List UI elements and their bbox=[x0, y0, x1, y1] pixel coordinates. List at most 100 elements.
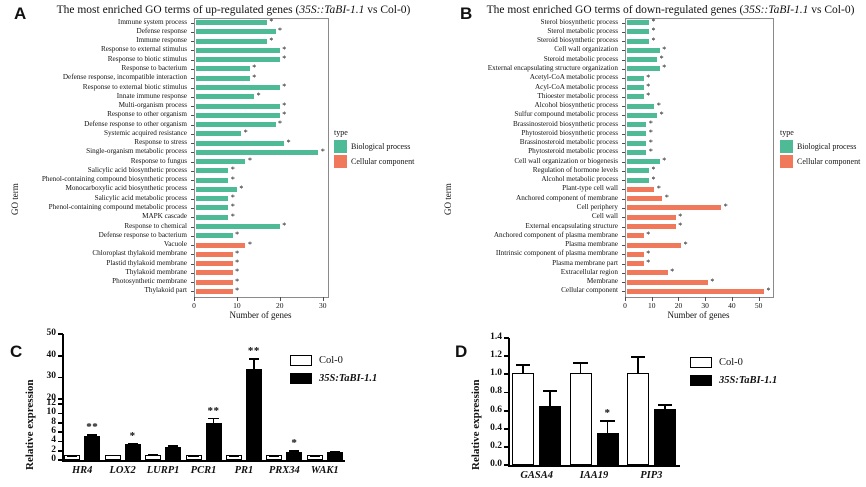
y-axis-tick-label: 4 bbox=[51, 435, 56, 446]
significance-marker: * bbox=[651, 17, 656, 27]
significance-marker: * bbox=[604, 407, 611, 420]
go-term-label: Sterol biosynthetic process bbox=[540, 17, 618, 26]
go-term-label: Response to biotic stimulus bbox=[107, 54, 187, 63]
go-bar bbox=[626, 148, 648, 156]
y-axis-tick bbox=[57, 421, 63, 424]
go-bar bbox=[195, 176, 230, 184]
significance-marker: * bbox=[651, 35, 656, 45]
go-bar bbox=[626, 278, 709, 286]
x-axis-tick-label: 30 bbox=[318, 301, 327, 310]
go-bar bbox=[626, 37, 651, 45]
y-axis-tick bbox=[57, 431, 63, 433]
significance-marker: * bbox=[230, 174, 235, 184]
go-term-label: Immune response bbox=[136, 36, 187, 45]
go-bar bbox=[626, 241, 683, 249]
gene-label: PRX34 bbox=[268, 465, 300, 476]
gene-label: PIP3 bbox=[640, 470, 663, 481]
significance-marker: * bbox=[235, 276, 240, 286]
y-axis-tick bbox=[190, 78, 194, 80]
go-bar bbox=[626, 121, 648, 129]
significance-marker: * bbox=[646, 72, 651, 82]
legend-item-cellular-component[interactable]: Cellular component bbox=[780, 155, 860, 168]
legend-item-transgenic[interactable]: 35S:TaBI-1.1 bbox=[690, 375, 777, 386]
y-axis-tick bbox=[621, 235, 625, 237]
go-term-label: Multi-organism process bbox=[118, 101, 187, 110]
legend-item-cellular-component[interactable]: Cellular component bbox=[334, 155, 414, 168]
significance-marker: * bbox=[646, 258, 651, 268]
bar-transgenic bbox=[205, 422, 222, 460]
significance-marker: * bbox=[291, 436, 298, 449]
error-bar-cap bbox=[573, 362, 588, 365]
y-axis-tick bbox=[190, 31, 194, 33]
legend-item-transgenic[interactable]: 35S:TaBI-1.1 bbox=[290, 373, 377, 384]
error-bar-cap bbox=[630, 356, 645, 358]
significance-marker: * bbox=[282, 109, 287, 119]
go-term-label: Steroid metabolic process bbox=[543, 54, 618, 63]
significance-marker: * bbox=[648, 146, 653, 156]
y-axis-tick-label: 8 bbox=[51, 416, 56, 427]
legend-swatch-col0 bbox=[690, 357, 712, 368]
gene-label: PCR1 bbox=[190, 465, 217, 476]
y-axis-tick bbox=[57, 412, 63, 415]
significance-marker: * bbox=[678, 221, 683, 230]
y-axis-tick bbox=[190, 217, 194, 219]
significance-marker: * bbox=[239, 183, 244, 193]
go-bar bbox=[626, 102, 656, 110]
panel-b-title-prefix: The most enriched GO terms of down-regul… bbox=[486, 4, 744, 16]
go-bar bbox=[626, 74, 645, 82]
go-term-label: Regulation of hormone levels bbox=[532, 165, 618, 174]
x-axis-tick bbox=[705, 297, 707, 301]
go-term-label: Steroid biosynthetic process bbox=[536, 36, 618, 45]
legend-swatch-transgenic bbox=[290, 373, 312, 384]
legend-swatch-cellular-component bbox=[780, 155, 793, 168]
y-axis-tick bbox=[190, 152, 194, 154]
y-axis-line bbox=[508, 338, 510, 465]
go-bar bbox=[195, 74, 251, 82]
legend-swatch-biological-process bbox=[334, 140, 347, 153]
y-axis-tick bbox=[190, 291, 194, 293]
legend-item-col0[interactable]: Col-0 bbox=[690, 357, 777, 368]
x-axis-tick bbox=[678, 297, 680, 301]
y-axis-tick-label: 0.8 bbox=[490, 386, 502, 397]
significance-marker: * bbox=[664, 193, 669, 203]
y-axis-tick bbox=[57, 440, 63, 443]
significance-marker: * bbox=[252, 72, 257, 82]
bar-col0 bbox=[512, 373, 535, 465]
go-bar bbox=[195, 278, 234, 286]
panel-c-letter: C bbox=[10, 342, 23, 361]
legend-item-biological-process[interactable]: Biological process bbox=[334, 140, 414, 153]
y-axis-tick-label: 10 bbox=[46, 407, 57, 418]
panel-a-title-suffix: vs Col-0) bbox=[364, 4, 411, 16]
bar-transgenic bbox=[124, 444, 141, 460]
go-bar bbox=[195, 65, 251, 73]
y-axis-tick bbox=[621, 41, 625, 43]
go-bar bbox=[626, 56, 659, 64]
error-bar-cap bbox=[208, 417, 219, 420]
significance-marker: * bbox=[129, 429, 136, 442]
y-axis-tick bbox=[621, 170, 625, 172]
go-bar bbox=[626, 158, 661, 166]
y-axis-tick bbox=[621, 50, 625, 52]
legend-item-col0[interactable]: Col-0 bbox=[290, 355, 377, 366]
y-axis-tick-label: 30 bbox=[46, 371, 57, 382]
y-axis-tick bbox=[621, 96, 625, 98]
significance-marker: * bbox=[646, 248, 651, 258]
error-bar-cap bbox=[329, 451, 340, 453]
y-axis-tick bbox=[190, 22, 194, 24]
significance-marker: * bbox=[247, 156, 252, 166]
go-term-label: Sterol metabolic process bbox=[547, 26, 618, 35]
significance-marker: * bbox=[648, 128, 653, 138]
x-axis-tick-label: 30 bbox=[701, 301, 709, 310]
go-bar bbox=[195, 56, 281, 64]
go-term-label: Defense response to bacterium bbox=[98, 230, 187, 239]
legend-item-biological-process[interactable]: Biological process bbox=[780, 140, 860, 153]
error-bar bbox=[637, 356, 639, 374]
go-bar bbox=[626, 232, 645, 240]
y-axis-tick bbox=[621, 124, 625, 126]
x-axis-tick-label: 20 bbox=[674, 301, 683, 310]
error-bar bbox=[549, 390, 552, 406]
go-term-label: Cell wall bbox=[591, 212, 618, 221]
go-bar bbox=[195, 185, 238, 193]
gene-label: LOX2 bbox=[109, 465, 136, 476]
y-axis-tick bbox=[190, 50, 194, 52]
